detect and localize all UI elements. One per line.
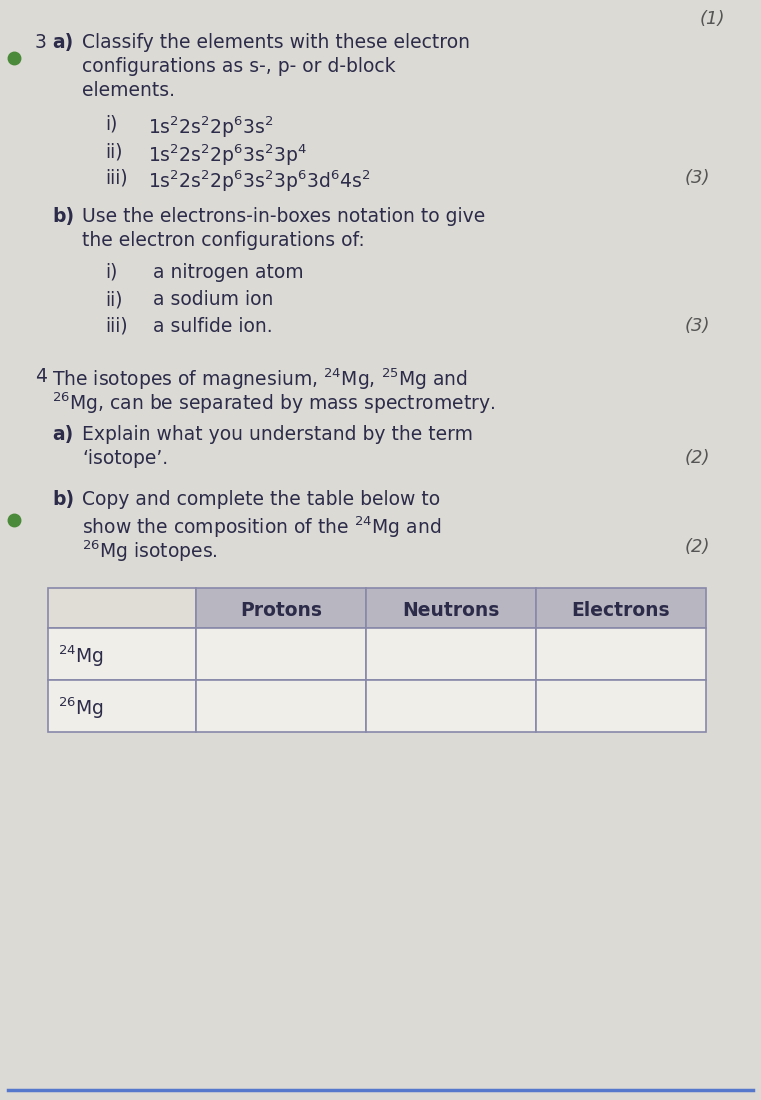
Text: 1s$^2$2s$^2$2p$^6$3s$^2$3p$^4$: 1s$^2$2s$^2$2p$^6$3s$^2$3p$^4$ [148, 142, 307, 167]
Text: iii): iii) [105, 317, 128, 336]
Text: configurations as s-, p- or d-block: configurations as s-, p- or d-block [82, 57, 396, 76]
Text: 4: 4 [35, 367, 47, 386]
Text: (3): (3) [685, 169, 711, 187]
Text: (2): (2) [685, 538, 711, 556]
Text: iii): iii) [105, 169, 128, 188]
Text: Neutrons: Neutrons [403, 601, 500, 619]
Text: show the composition of the $^{24}$Mg and: show the composition of the $^{24}$Mg an… [82, 514, 441, 539]
Text: i): i) [105, 116, 117, 134]
Text: a): a) [52, 33, 73, 52]
Text: ii): ii) [105, 290, 123, 309]
Text: 1s$^2$2s$^2$2p$^6$3s$^2$3p$^6$3d$^6$4s$^2$: 1s$^2$2s$^2$2p$^6$3s$^2$3p$^6$3d$^6$4s$^… [148, 169, 370, 195]
Text: $^{26}$Mg: $^{26}$Mg [58, 695, 103, 721]
Text: a sodium ion: a sodium ion [153, 290, 273, 309]
Text: (3): (3) [685, 317, 711, 336]
Bar [366, 680, 536, 732]
Text: a): a) [52, 425, 73, 444]
Bar [48, 588, 196, 628]
Bar [536, 680, 706, 732]
Text: Electrons: Electrons [572, 601, 670, 619]
Text: ii): ii) [105, 142, 123, 161]
Text: Classify the elements with these electron: Classify the elements with these electro… [82, 33, 470, 52]
Text: b): b) [52, 490, 74, 509]
Text: The isotopes of magnesium, $^{24}$Mg, $^{25}$Mg and: The isotopes of magnesium, $^{24}$Mg, $^… [52, 367, 468, 393]
Text: Copy and complete the table below to: Copy and complete the table below to [82, 490, 440, 509]
Text: (2): (2) [685, 449, 711, 468]
Text: $^{26}$Mg, can be separated by mass spectrometry.: $^{26}$Mg, can be separated by mass spec… [52, 390, 495, 417]
Bar [196, 628, 366, 680]
Text: $^{26}$Mg isotopes.: $^{26}$Mg isotopes. [82, 538, 218, 563]
Bar [366, 588, 536, 628]
Text: elements.: elements. [82, 81, 175, 100]
Text: a nitrogen atom: a nitrogen atom [153, 263, 304, 282]
Bar [196, 680, 366, 732]
Text: the electron configurations of:: the electron configurations of: [82, 231, 365, 250]
Bar [196, 588, 366, 628]
Text: b): b) [52, 207, 74, 226]
Text: a sulfide ion.: a sulfide ion. [153, 317, 272, 336]
Text: i): i) [105, 263, 117, 282]
Text: ‘isotope’.: ‘isotope’. [82, 449, 168, 468]
Bar [536, 628, 706, 680]
Text: 3: 3 [35, 33, 47, 52]
Text: $^{24}$Mg: $^{24}$Mg [58, 644, 103, 669]
Bar [48, 628, 196, 680]
Text: (1): (1) [700, 10, 725, 28]
Bar [366, 628, 536, 680]
Text: Protons: Protons [240, 601, 322, 619]
Text: Explain what you understand by the term: Explain what you understand by the term [82, 425, 473, 444]
Text: 1s$^2$2s$^2$2p$^6$3s$^2$: 1s$^2$2s$^2$2p$^6$3s$^2$ [148, 116, 273, 141]
Bar [536, 588, 706, 628]
Bar [48, 680, 196, 732]
Text: Use the electrons-in-boxes notation to give: Use the electrons-in-boxes notation to g… [82, 207, 486, 226]
